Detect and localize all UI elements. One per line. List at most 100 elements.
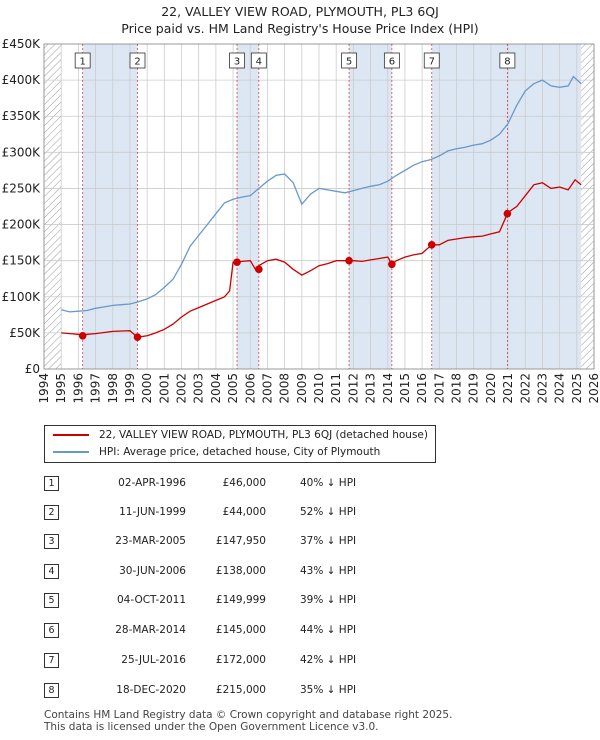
sale-price: £145,000 bbox=[215, 624, 266, 636]
x-tick-label: 2019 bbox=[467, 373, 481, 404]
ownership-shade bbox=[507, 44, 582, 369]
y-tick-label: £300K bbox=[2, 145, 42, 159]
chart-subtitle: Price paid vs. HM Land Registry's House … bbox=[121, 21, 479, 36]
x-tick-label: 2025 bbox=[570, 373, 584, 404]
sale-marker-badge: 2 bbox=[44, 505, 59, 520]
x-tick-label: 2003 bbox=[192, 373, 206, 404]
y-tick-label: £400K bbox=[2, 73, 42, 87]
y-tick-label: £0 bbox=[25, 362, 40, 376]
sale-price: £138,000 bbox=[215, 565, 266, 577]
sale-price: £44,000 bbox=[222, 506, 266, 518]
sale-marker-label: 3 bbox=[234, 57, 240, 68]
price-chart: £0 £50K £100K £150K £200K £250K £300K £350K £400… bbox=[2, 37, 600, 404]
x-tick-label: 2024 bbox=[553, 373, 567, 404]
sale-marker-box-frame bbox=[499, 52, 516, 69]
sale-hpi-diff: 37% ↓ HPI bbox=[300, 535, 357, 547]
x-tick-label: 2021 bbox=[501, 373, 515, 404]
sale-hpi-diff: 52% ↓ HPI bbox=[300, 506, 357, 518]
sale-price: £172,000 bbox=[215, 654, 266, 666]
x-tick-label: 2016 bbox=[415, 373, 429, 404]
sale-date: 28-MAR-2014 bbox=[115, 624, 186, 636]
x-tick-label: 2020 bbox=[484, 373, 498, 404]
y-tick-label: £450K bbox=[2, 37, 42, 51]
sale-marker-badge: 6 bbox=[44, 623, 59, 638]
sale-hpi-diff: 42% ↓ HPI bbox=[300, 654, 357, 666]
x-tick-label: 2018 bbox=[450, 373, 464, 404]
sale-marker-box: 5 bbox=[341, 52, 357, 69]
sale-hpi-diff: 39% ↓ HPI bbox=[300, 594, 357, 606]
sale-marker-label: 4 bbox=[256, 57, 262, 68]
sale-marker-box-frame bbox=[74, 52, 91, 69]
sale-marker-box: 1 bbox=[74, 52, 91, 69]
y-tick-label: £350K bbox=[2, 109, 42, 123]
ownership-shade bbox=[82, 44, 138, 369]
sale-point bbox=[345, 256, 353, 265]
ownership-shade bbox=[431, 44, 508, 369]
x-tick-label: 2017 bbox=[432, 373, 446, 404]
x-tick-label: 2011 bbox=[329, 373, 343, 404]
sale-price: £46,000 bbox=[222, 477, 266, 489]
legend: 22, VALLEY VIEW ROAD, PLYMOUTH, PL3 6QJ … bbox=[44, 425, 436, 463]
sale-marker-badge: 1 bbox=[44, 476, 59, 491]
plot-frame bbox=[43, 43, 595, 370]
sale-point bbox=[503, 209, 512, 218]
sale-marker-label: 8 bbox=[504, 57, 510, 68]
sale-point bbox=[427, 240, 436, 249]
legend-swatch-price-paid bbox=[53, 434, 89, 436]
sale-marker-box-frame bbox=[250, 52, 267, 69]
x-tick-label: 1999 bbox=[123, 373, 137, 404]
sale-hpi-diff: 44% ↓ HPI bbox=[300, 624, 357, 636]
sale-marker-box: 2 bbox=[129, 52, 146, 69]
sale-marker-badge: 7 bbox=[44, 653, 59, 668]
x-tick-label: 2009 bbox=[295, 373, 309, 404]
sale-marker-label: 6 bbox=[389, 57, 395, 68]
x-tick-label: 2002 bbox=[175, 373, 189, 404]
sale-marker-badge: 4 bbox=[44, 564, 59, 579]
table-row: 8 18-DEC-2020 £215,000 35% ↓ HPI bbox=[0, 683, 600, 701]
x-tick-label: 2013 bbox=[364, 373, 378, 404]
x-tick-label: 2010 bbox=[312, 373, 326, 404]
y-tick-label: £200K bbox=[2, 218, 42, 232]
sale-marker-label: 2 bbox=[134, 57, 140, 68]
no-data-hatch-right bbox=[581, 44, 594, 369]
no-data-hatch-left bbox=[44, 44, 62, 369]
sale-date: 18-DEC-2020 bbox=[116, 684, 186, 696]
table-row: 6 28-MAR-2014 £145,000 44% ↓ HPI bbox=[0, 623, 600, 641]
x-tick-label: 1995 bbox=[54, 373, 68, 404]
sale-date: 25-JUL-2016 bbox=[121, 654, 186, 666]
sale-marker-box-frame bbox=[383, 52, 400, 69]
legend-item-hpi: HPI: Average price, detached house, City… bbox=[53, 446, 380, 462]
sale-marker-box-frame bbox=[129, 52, 146, 69]
x-tick-label: 2014 bbox=[381, 373, 395, 404]
x-tick-label: 2005 bbox=[226, 373, 240, 404]
table-row: 2 11-JUN-1999 £44,000 52% ↓ HPI bbox=[0, 505, 600, 523]
sale-point bbox=[233, 258, 241, 266]
x-tick-label: 2004 bbox=[209, 373, 223, 404]
x-tick-label: 1998 bbox=[106, 373, 120, 404]
sale-marker-label: 5 bbox=[346, 57, 352, 68]
sale-marker-box-frame bbox=[341, 52, 357, 69]
sale-marker-label: 7 bbox=[429, 57, 435, 68]
legend-label-price-paid: 22, VALLEY VIEW ROAD, PLYMOUTH, PL3 6QJ … bbox=[99, 429, 428, 441]
x-tick-label: 2001 bbox=[157, 373, 171, 404]
sale-marker-box: 6 bbox=[383, 52, 400, 69]
sale-marker-badge: 3 bbox=[44, 534, 59, 549]
y-tick-label: £250K bbox=[2, 181, 42, 195]
footer-copyright: Contains HM Land Registry data © Crown c… bbox=[44, 709, 453, 721]
table-row: 7 25-JUL-2016 £172,000 42% ↓ HPI bbox=[0, 653, 600, 671]
sale-point bbox=[255, 265, 263, 274]
sale-marker-label: 1 bbox=[79, 57, 85, 68]
sale-date: 11-JUN-1999 bbox=[119, 506, 186, 518]
ownership-shade bbox=[237, 44, 259, 369]
legend-swatch-hpi bbox=[53, 451, 89, 453]
sale-marker-box: 8 bbox=[499, 52, 516, 69]
sale-date: 04-OCT-2011 bbox=[117, 594, 186, 606]
sale-date: 30-JUN-2006 bbox=[119, 565, 186, 577]
sale-marker-box-frame bbox=[423, 52, 440, 69]
table-row: 1 02-APR-1996 £46,000 40% ↓ HPI bbox=[0, 476, 600, 494]
x-tick-label: 2006 bbox=[243, 373, 257, 404]
sale-point bbox=[78, 331, 87, 340]
sale-hpi-diff: 40% ↓ HPI bbox=[300, 477, 357, 489]
sale-marker-box: 3 bbox=[229, 52, 245, 69]
sale-point bbox=[388, 260, 396, 269]
